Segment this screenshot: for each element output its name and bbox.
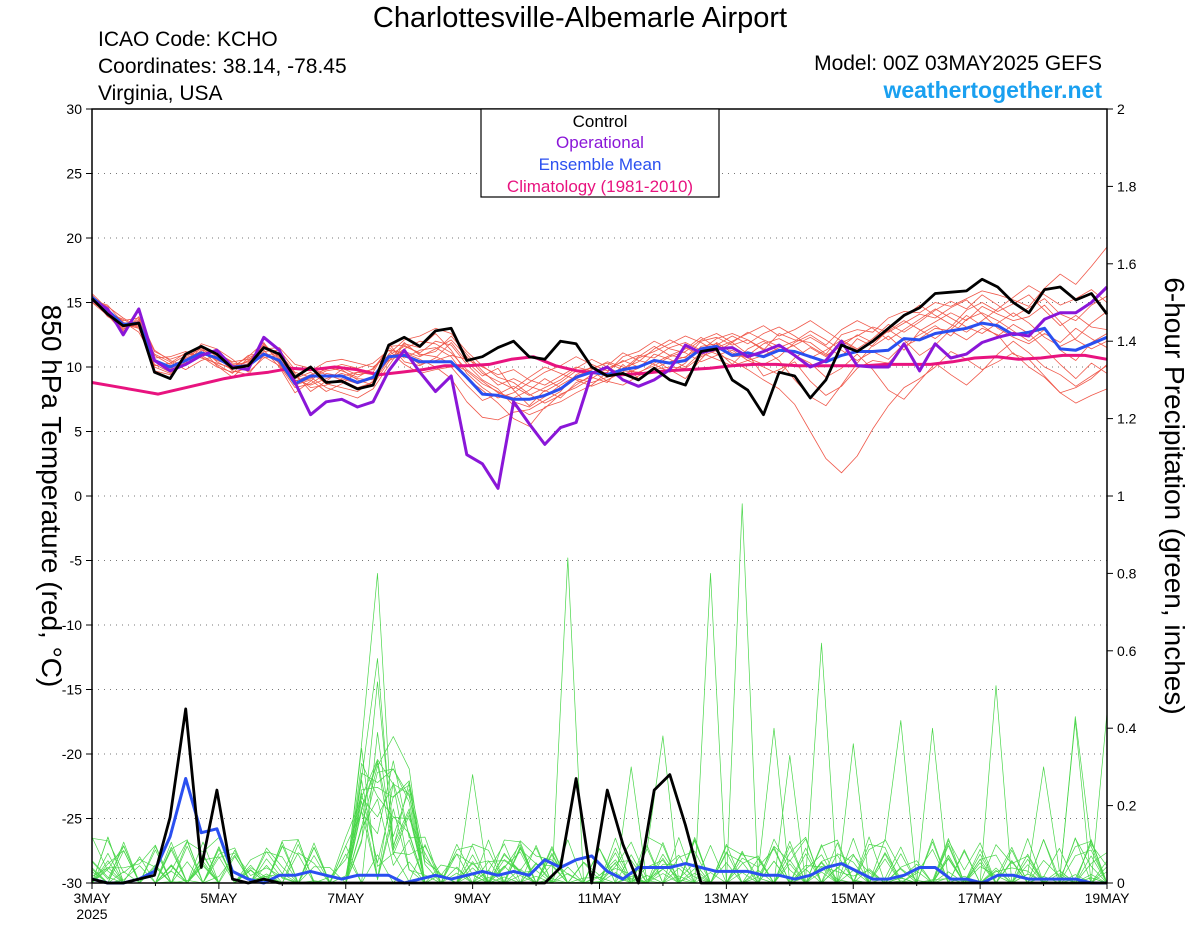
y-right-tick-label: 1.6 bbox=[1117, 256, 1137, 272]
temperature-member-line bbox=[91, 294, 1108, 399]
y-right-tick-label: 2 bbox=[1117, 101, 1125, 117]
precipitation-member-line bbox=[92, 716, 1108, 884]
legend-climatology: Climatology (1981-2010) bbox=[507, 177, 693, 196]
y-right-tick-label: 1.4 bbox=[1117, 333, 1137, 349]
legend-control: Control bbox=[573, 112, 628, 131]
y-left-tick-label: -15 bbox=[62, 682, 82, 698]
y-right-tick-label: 1.2 bbox=[1117, 411, 1137, 427]
precipitation-members bbox=[91, 503, 1108, 884]
y-left-tick-label: -10 bbox=[62, 617, 82, 633]
x-tick-label: 17MAY bbox=[958, 890, 1004, 906]
y-left-tick-label: 25 bbox=[66, 166, 82, 182]
plot-frame bbox=[91, 108, 1108, 884]
y-right-tick-label: 0.8 bbox=[1117, 565, 1137, 581]
x-tick-label: 3MAY bbox=[73, 890, 111, 906]
x-tick-label: 19MAY bbox=[1085, 890, 1131, 906]
precipitation-member-line bbox=[91, 712, 1108, 884]
coordinates: Coordinates: 38.14, -78.45 bbox=[98, 55, 347, 78]
legend-box bbox=[480, 108, 720, 198]
precipitation-member-line bbox=[92, 685, 1108, 884]
axes: 302520151050-5-10-15-20-25-3021.81.61.41… bbox=[62, 101, 1137, 922]
y-left-tick-label: -25 bbox=[62, 811, 82, 827]
temperature-member-line bbox=[91, 298, 1108, 401]
main-series bbox=[91, 277, 1109, 885]
temperature-member-line bbox=[91, 294, 1108, 404]
precipitation-member-line bbox=[91, 503, 1108, 884]
y-right-tick-label: 0.2 bbox=[1117, 798, 1137, 814]
icao-code: ICAO Code: KCHO bbox=[98, 28, 278, 51]
operational-temperature-line bbox=[91, 285, 1109, 490]
model-run: Model: 00Z 03MAY2025 GEFS bbox=[814, 52, 1102, 75]
y-left-tick-label: -30 bbox=[62, 875, 82, 891]
control-temperature-line bbox=[91, 277, 1109, 417]
y-left-tick-label: 5 bbox=[74, 424, 82, 440]
y-right-tick-label: 0.4 bbox=[1117, 720, 1137, 736]
temperature-member-line bbox=[91, 299, 1108, 407]
y-left-tick-label: 15 bbox=[66, 295, 82, 311]
y-right-tick-label: 1 bbox=[1117, 488, 1125, 504]
y-left-tick-label: 30 bbox=[66, 101, 82, 117]
y-right-tick-label: 0 bbox=[1117, 875, 1125, 891]
legend: Control Operational Ensemble Mean Climat… bbox=[480, 108, 720, 198]
y-axis-left-title: 850 hPa Temperature (red, °C) bbox=[36, 305, 67, 688]
y-left-tick-label: 10 bbox=[66, 359, 82, 375]
temperature-member-line bbox=[91, 297, 1108, 399]
y-right-tick-label: 0.6 bbox=[1117, 643, 1137, 659]
y-axis-right-title: 6-hour Precipitation (green, inches) bbox=[1159, 277, 1190, 714]
region: Virginia, USA bbox=[98, 82, 223, 105]
ensemble-mean-temperature-line bbox=[91, 296, 1108, 401]
x-tick-label: 7MAY bbox=[327, 890, 365, 906]
y-left-tick-label: -20 bbox=[62, 746, 82, 762]
x-tick-label: 13MAY bbox=[704, 890, 750, 906]
x-tick-label: 15MAY bbox=[831, 890, 877, 906]
y-right-tick-label: 1.8 bbox=[1117, 178, 1137, 194]
chart-title: Charlottesville-Albemarle Airport bbox=[372, 2, 788, 34]
y-left-tick-label: -5 bbox=[70, 553, 83, 569]
legend-operational: Operational bbox=[556, 133, 644, 152]
y-left-tick-label: 0 bbox=[74, 488, 82, 504]
x-tick-label: 11MAY bbox=[578, 890, 622, 906]
x-year-label: 2025 bbox=[76, 906, 107, 922]
x-tick-label: 9MAY bbox=[454, 890, 492, 906]
y-left-tick-label: 20 bbox=[66, 230, 82, 246]
site-brand[interactable]: weathertogether.net bbox=[883, 77, 1102, 103]
legend-ensemble-mean: Ensemble Mean bbox=[539, 155, 662, 174]
grid-lines bbox=[92, 173, 1107, 819]
x-tick-label: 5MAY bbox=[200, 890, 238, 906]
temperature-member-line bbox=[91, 285, 1108, 408]
precipitation-member-line bbox=[91, 642, 1108, 884]
